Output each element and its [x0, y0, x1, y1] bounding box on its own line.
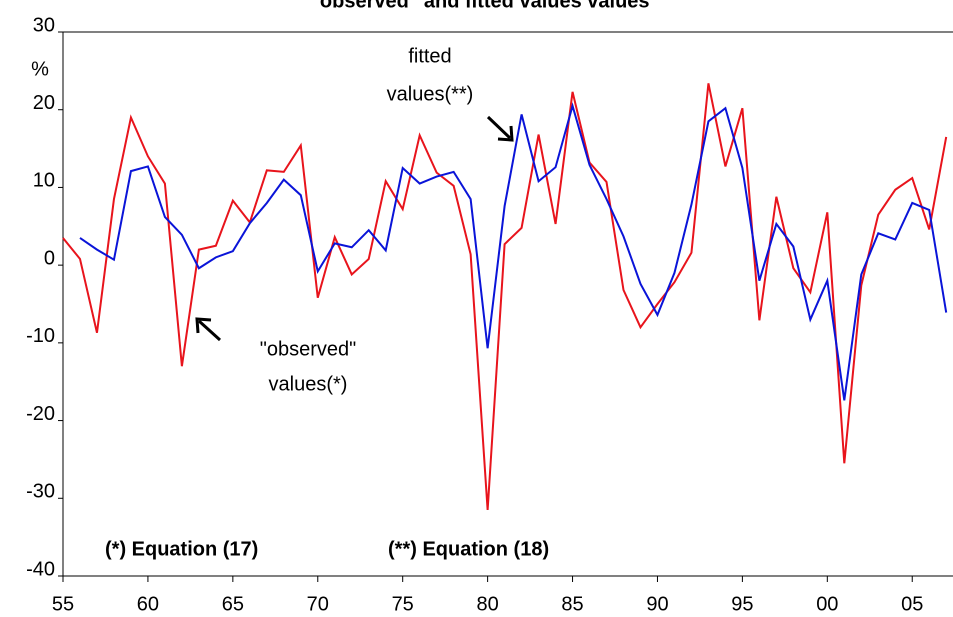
x-tick-label: 05 [901, 593, 923, 615]
arrow [195, 115, 514, 342]
x-tick-label: 60 [137, 593, 159, 615]
x-tick-label: 65 [222, 593, 244, 615]
y-axis-label: % [31, 58, 49, 80]
x-tick-label: 90 [646, 593, 668, 615]
x-tick-label: 95 [731, 593, 753, 615]
annotation: fitted [408, 45, 451, 67]
y-tick-label: -20 [26, 403, 55, 425]
annotation: values(**) [387, 83, 474, 105]
chart-title: "observed" and fitted values values [310, 0, 649, 12]
x-tick-label: 85 [561, 593, 583, 615]
x-tick-label: 55 [52, 593, 74, 615]
annotation: values(*) [269, 373, 348, 395]
x-tick-label: 00 [816, 593, 838, 615]
y-tick-label: 10 [33, 170, 55, 192]
y-tick-label: 30 [33, 14, 55, 36]
x-tick-label: 80 [476, 593, 498, 615]
annotation: (*) Equation (17) [105, 538, 258, 560]
x-tick-label: 75 [392, 593, 414, 615]
data-line [79, 102, 948, 401]
y-tick-label: 0 [44, 247, 55, 269]
y-tick-label: -10 [26, 325, 55, 347]
x-tick-label: 70 [307, 593, 329, 615]
annotation: "observed" [260, 338, 356, 360]
y-tick-label: -40 [26, 558, 55, 580]
y-tick-label: -30 [26, 481, 55, 503]
y-tick-label: 20 [33, 92, 55, 114]
data-line [62, 83, 948, 511]
annotation: (**) Equation (18) [388, 538, 549, 560]
